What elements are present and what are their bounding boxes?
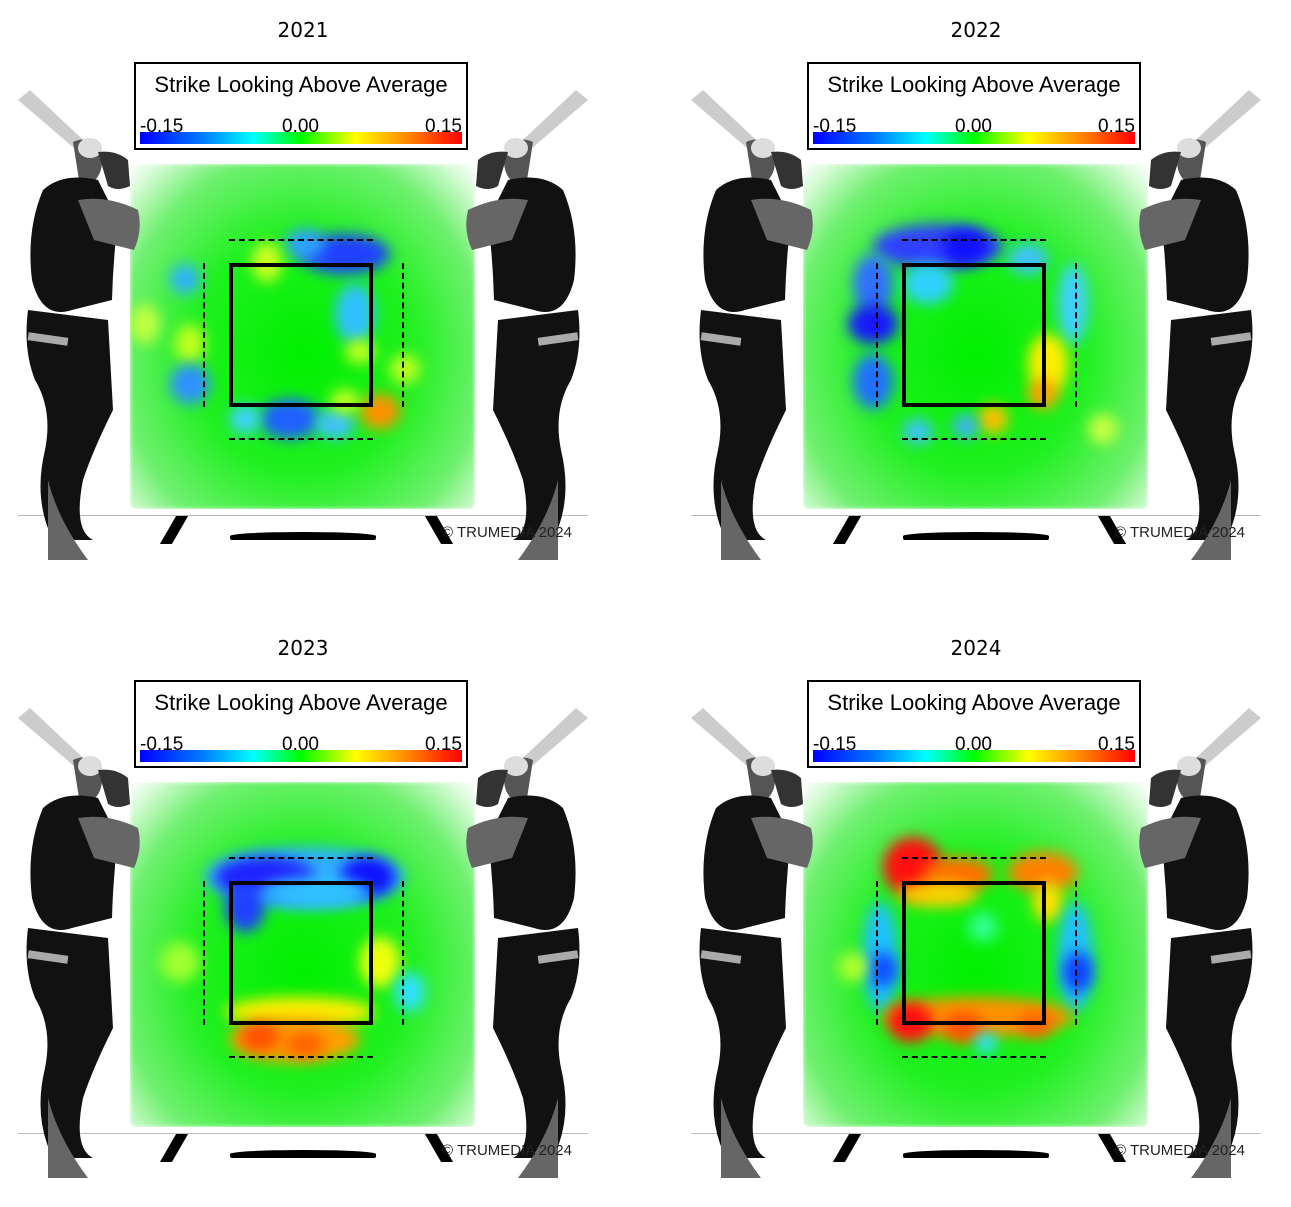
legend-title: Strike Looking Above Average	[827, 690, 1121, 715]
left-batter-silhouette-icon	[691, 90, 813, 560]
left-batter-silhouette-icon	[691, 708, 813, 1178]
right-batter-silhouette-icon	[1139, 90, 1261, 560]
right-batter-silhouette-icon	[466, 90, 588, 560]
legend-mid-label: 0.00	[955, 734, 992, 755]
colorbar-legend: Strike Looking Above Average -0.15 0.00 …	[807, 680, 1141, 768]
right-batter-silhouette-icon	[466, 708, 588, 1178]
legend-max-label: 0.15	[1098, 734, 1135, 755]
legend-title: Strike Looking Above Average	[154, 690, 448, 715]
home-plate	[903, 532, 1049, 540]
legend-title: Strike Looking Above Average	[154, 72, 448, 97]
legend-max-label: 0.15	[1098, 116, 1135, 137]
shadow-zone-left	[203, 881, 205, 1025]
legend-mid-label: 0.00	[955, 116, 992, 137]
legend-mid-label: 0.00	[282, 116, 319, 137]
panel-2022: 2022	[691, 10, 1261, 570]
panel-title: 2024	[950, 636, 1002, 660]
left-batter-silhouette-icon	[18, 708, 140, 1178]
shadow-zone-right	[1075, 881, 1077, 1025]
colorbar	[813, 750, 1135, 762]
batters-box-line-left	[159, 516, 189, 544]
ground-line	[691, 1133, 1261, 1134]
strike-zone	[902, 881, 1046, 1025]
legend-max-label: 0.15	[425, 116, 462, 137]
panel-2023: 2023	[18, 628, 588, 1188]
right-batter-silhouette-icon	[1139, 708, 1261, 1178]
ground-line	[18, 1133, 588, 1134]
shadow-zone-top	[902, 857, 1046, 859]
heatmap	[803, 782, 1148, 1127]
copyright-label: © TRUMEDIA 2024	[442, 1142, 572, 1159]
legend-min-label: -0.15	[140, 116, 184, 137]
legend-min-label: -0.15	[813, 116, 857, 137]
shadow-zone-bottom	[229, 1056, 373, 1058]
batters-box-line-left	[159, 1134, 189, 1162]
strike-zone	[902, 263, 1046, 407]
legend-min-label: -0.15	[813, 734, 857, 755]
legend-max-label: 0.15	[425, 734, 462, 755]
strike-zone	[229, 881, 373, 1025]
panel-title: 2023	[277, 636, 329, 660]
panel-title: 2022	[950, 18, 1002, 42]
shadow-zone-right	[402, 263, 404, 407]
heatmap	[130, 782, 475, 1127]
home-plate	[903, 1150, 1049, 1158]
legend-min-label: -0.15	[140, 734, 184, 755]
shadow-zone-right	[1075, 263, 1077, 407]
strike-zone	[229, 263, 373, 407]
shadow-zone-left	[876, 881, 878, 1025]
shadow-zone-bottom	[902, 438, 1046, 440]
shadow-zone-bottom	[229, 438, 373, 440]
shadow-zone-top	[902, 239, 1046, 241]
left-batter-silhouette-icon	[18, 90, 140, 560]
panel-2024: 2024	[691, 628, 1261, 1188]
colorbar	[140, 132, 462, 144]
batters-box-line-left	[832, 516, 862, 544]
heatmap	[130, 164, 475, 509]
copyright-label: © TRUMEDIA 2024	[1115, 524, 1245, 541]
ground-line	[691, 515, 1261, 516]
heatmap	[803, 164, 1148, 509]
batters-box-line-left	[832, 1134, 862, 1162]
shadow-zone-left	[203, 263, 205, 407]
shadow-zone-top	[229, 857, 373, 859]
legend-mid-label: 0.00	[282, 734, 319, 755]
colorbar-legend: Strike Looking Above Average -0.15 0.00 …	[134, 62, 468, 150]
panel-title: 2021	[277, 18, 329, 42]
colorbar	[813, 132, 1135, 144]
colorbar	[140, 750, 462, 762]
shadow-zone-left	[876, 263, 878, 407]
ground-line	[18, 515, 588, 516]
panel-2021: 2021	[18, 10, 588, 570]
home-plate	[230, 1150, 376, 1158]
shadow-zone-right	[402, 881, 404, 1025]
shadow-zone-top	[229, 239, 373, 241]
copyright-label: © TRUMEDIA 2024	[442, 524, 572, 541]
colorbar-legend: Strike Looking Above Average -0.15 0.00 …	[134, 680, 468, 768]
legend-title: Strike Looking Above Average	[827, 72, 1121, 97]
home-plate	[230, 532, 376, 540]
colorbar-legend: Strike Looking Above Average -0.15 0.00 …	[807, 62, 1141, 150]
copyright-label: © TRUMEDIA 2024	[1115, 1142, 1245, 1159]
shadow-zone-bottom	[902, 1056, 1046, 1058]
